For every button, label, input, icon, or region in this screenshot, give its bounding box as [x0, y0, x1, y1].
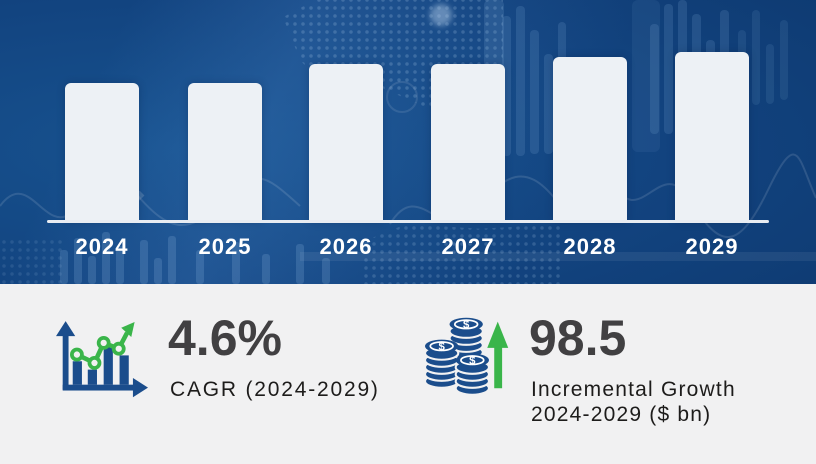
- market-bar-chart: 2024 2025 2026 2027 2028 2029: [0, 0, 816, 284]
- svg-text:$: $: [469, 355, 476, 367]
- year-label-2025: 2025: [198, 234, 252, 259]
- year-label-2026: 2026: [319, 234, 373, 259]
- glow-decor: [430, 4, 452, 26]
- year-label-2027: 2027: [441, 234, 495, 259]
- bar-2025: [188, 83, 262, 222]
- chart-baseline: [47, 220, 769, 223]
- bar-2028: [553, 57, 627, 222]
- incremental-growth-value: 98.5: [529, 310, 627, 366]
- bar-2027: [431, 64, 505, 222]
- incremental-growth-label-line1: Incremental Growth: [531, 378, 736, 401]
- incremental-growth-label: Incremental Growth 2024-2029 ($ bn): [531, 378, 736, 427]
- bar-2029: [675, 52, 749, 222]
- year-label-2024: 2024: [75, 234, 129, 259]
- bar-2026: [309, 64, 383, 222]
- svg-text:$: $: [463, 319, 470, 331]
- coins-stack-icon: $ $: [423, 317, 509, 396]
- bar-2024: [65, 83, 139, 222]
- svg-text:$: $: [438, 341, 445, 353]
- year-label-2029: 2029: [685, 234, 739, 259]
- cagr-value: 4.6%: [168, 310, 282, 366]
- up-arrow-icon: [487, 321, 509, 389]
- incremental-growth-label-line2: 2024-2029 ($ bn): [531, 402, 712, 426]
- year-label-2028: 2028: [563, 234, 617, 259]
- stats-panel: 4.6% CAGR (2024-2029) $: [0, 284, 816, 464]
- circle-decor: [386, 81, 418, 113]
- cagr-label: CAGR (2024-2029): [170, 378, 380, 401]
- growth-chart-icon: [56, 321, 148, 398]
